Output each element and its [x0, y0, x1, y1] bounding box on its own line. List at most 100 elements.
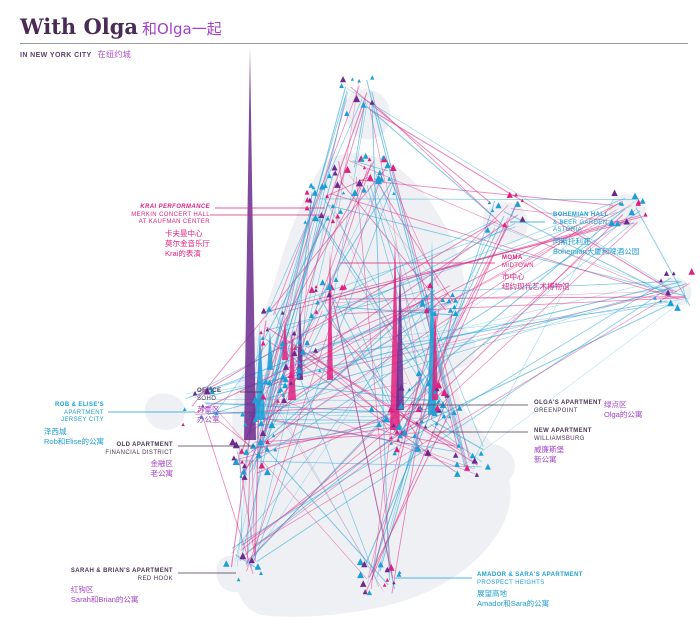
visit-marker: [265, 327, 270, 332]
visit-marker: [279, 340, 286, 346]
visit-marker: [314, 284, 318, 289]
visit-marker: [434, 404, 441, 411]
visit-marker: [456, 443, 461, 448]
visit-marker: [308, 286, 316, 293]
visit-marker: [361, 561, 368, 568]
visit-marker: [374, 177, 382, 185]
title-en: With Olga: [20, 14, 139, 39]
trip-line: [254, 424, 384, 449]
trip-line: [371, 100, 390, 581]
visit-marker: [502, 222, 508, 228]
visit-marker: [266, 306, 272, 312]
trip-line: [330, 290, 394, 579]
trip-line: [186, 280, 663, 395]
visit-marker: [181, 422, 185, 427]
visit-spike: [396, 260, 404, 410]
visit-marker: [659, 299, 663, 303]
visit-marker: [327, 173, 332, 179]
visit-marker: [353, 95, 361, 103]
visit-marker: [259, 330, 263, 335]
trip-line: [365, 105, 494, 217]
visit-marker: [433, 389, 438, 394]
visit-marker: [376, 421, 382, 428]
visit-marker: [418, 406, 422, 410]
trip-line: [682, 285, 687, 305]
visit-marker: [478, 450, 484, 456]
visit-marker: [387, 563, 395, 571]
visit-marker: [423, 307, 430, 313]
visit-marker: [454, 470, 461, 477]
visit-marker: [385, 578, 390, 582]
visit-markers: [181, 75, 695, 596]
trip-line: [334, 299, 402, 429]
visit-marker: [360, 102, 367, 108]
trip-line: [253, 179, 395, 561]
trip-line: [339, 296, 686, 300]
trip-line: [265, 288, 431, 331]
trip-line: [253, 351, 287, 470]
trip-line: [254, 432, 420, 443]
visit-marker: [415, 421, 419, 425]
visit-marker: [392, 580, 396, 585]
visit-marker: [240, 459, 244, 464]
trip-line: [354, 99, 366, 168]
trip-line: [349, 174, 447, 296]
trip-line: [256, 289, 436, 448]
visit-marker: [236, 577, 241, 582]
visit-marker: [278, 387, 284, 392]
trip-line: [471, 198, 614, 463]
visit-marker: [506, 191, 513, 198]
visit-marker: [311, 189, 319, 196]
visit-marker: [474, 472, 480, 477]
visit-marker: [326, 291, 332, 298]
visit-marker: [326, 283, 333, 290]
trip-line: [309, 214, 518, 359]
visit-marker: [432, 310, 438, 316]
trip-line: [323, 198, 450, 404]
visit-marker: [344, 110, 350, 116]
visit-marker: [291, 330, 297, 336]
visit-marker: [252, 416, 259, 422]
visit-marker: [495, 202, 502, 209]
visit-marker: [259, 571, 263, 575]
visit-marker: [251, 396, 259, 404]
visit-marker: [240, 411, 245, 417]
visit-marker: [331, 164, 338, 171]
visit-marker: [688, 268, 695, 275]
visit-marker: [384, 161, 391, 169]
visit-marker: [242, 463, 247, 469]
visit-marker: [375, 174, 382, 181]
visit-marker: [398, 384, 405, 391]
visit-marker: [297, 339, 302, 344]
visit-marker: [258, 462, 265, 469]
visit-marker: [309, 312, 315, 318]
visit-marker: [387, 406, 394, 413]
trip-line: [265, 200, 623, 389]
visit-marker: [319, 279, 326, 286]
visit-marker: [435, 400, 440, 405]
subtitle-zh: 在纽约城: [97, 50, 132, 59]
visit-marker: [362, 153, 369, 159]
visit-marker: [514, 200, 521, 207]
visit-marker: [355, 179, 363, 187]
trip-line: [235, 204, 315, 561]
visit-marker: [434, 385, 440, 392]
page-title: With Olga 和Olga一起: [20, 14, 222, 39]
trip-line: [279, 98, 348, 336]
visit-marker: [209, 388, 215, 395]
trip-line: [256, 288, 668, 563]
visit-marker: [631, 192, 639, 199]
visit-marker: [351, 189, 359, 196]
trip-line: [284, 198, 626, 331]
trip-line: [263, 221, 631, 313]
visit-marker: [276, 399, 280, 403]
visit-marker: [243, 448, 250, 455]
visit-marker: [520, 198, 524, 202]
visit-marker: [344, 165, 351, 173]
visit-marker: [223, 560, 230, 567]
visit-marker: [240, 468, 247, 475]
visit-marker: [427, 282, 434, 289]
trip-line: [372, 164, 484, 447]
trip-line: [256, 102, 366, 461]
visit-marker: [440, 388, 448, 396]
